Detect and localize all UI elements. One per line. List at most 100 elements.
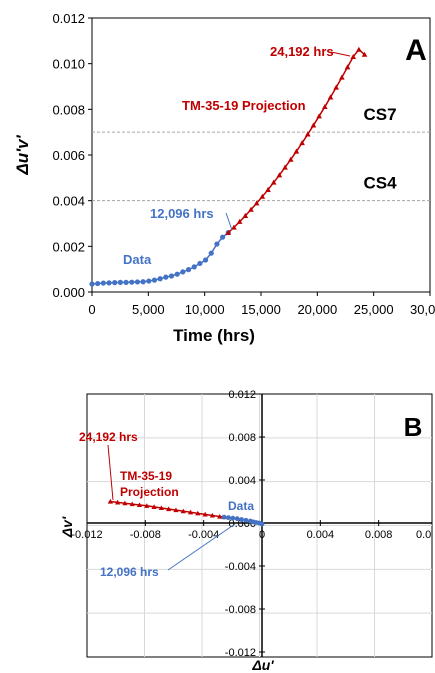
- panel-a-projection-point: [265, 186, 271, 192]
- panel-a-data-point: [146, 278, 152, 284]
- panel-b-series: [107, 498, 265, 527]
- panel-a-start-annotation: 12,096 hrs: [150, 206, 214, 221]
- panel-a-data-point: [140, 279, 146, 285]
- panel-b-start-annotation: 12,096 hrs: [100, 565, 159, 579]
- panel-a-threshold-label: CS4: [363, 174, 397, 193]
- panel-a-data-point: [197, 260, 203, 267]
- panel-a-projection-point: [287, 156, 294, 162]
- panel-a-data-point: [112, 280, 118, 286]
- panel-a-end-leader: [330, 51, 351, 57]
- panel-b-y-tick-label: -0.012: [225, 647, 256, 659]
- panel-b-projection-point: [151, 504, 157, 509]
- panel-a-data-point: [208, 250, 214, 256]
- panel-b-projection-point: [173, 507, 179, 513]
- panel-b-y-tick-label: 0.004: [228, 475, 256, 487]
- panel-a-series: [89, 46, 368, 287]
- panel-a-y-tick-label: 0.000: [52, 285, 85, 300]
- panel-b-y-tick-label: -0.008: [225, 604, 256, 616]
- panel-b-data-point: [230, 515, 236, 521]
- panel-a-projection-point: [304, 131, 311, 137]
- panel-a-data-point: [123, 279, 129, 286]
- panel-a-x-tick-label: 20,000: [297, 302, 337, 317]
- panel-a-projection-point: [248, 206, 254, 212]
- panel-b-projection-point: [187, 509, 194, 515]
- panel-b-y-tick-label: 0.012: [228, 389, 256, 401]
- panel-a-y-tick-label: 0.010: [52, 57, 85, 72]
- panel-a-x-tick-label: 25,000: [354, 302, 394, 317]
- panel-b-data-point: [234, 516, 240, 522]
- panel-b-x-tick-label: 0: [259, 529, 265, 541]
- panel-b-projection-point: [144, 503, 150, 508]
- panel-a-data-point: [168, 273, 175, 279]
- panel-b-data-label: Data: [228, 499, 254, 513]
- panel-a-y-tick-label: 0.002: [52, 239, 85, 254]
- panel-b-projection-point: [115, 499, 121, 505]
- panel-a-projection-point: [350, 54, 357, 60]
- panel-a-projection-point: [310, 122, 317, 128]
- panel-a-projection-point: [231, 224, 237, 230]
- panel-a-projection-point: [225, 229, 232, 235]
- panel-a-x-tick-label: 15,000: [241, 302, 281, 317]
- panel-b-x-tick-label: -0.008: [130, 529, 161, 541]
- panel-a-projection-point: [299, 140, 305, 146]
- panel-a-x-tick-label: 10,000: [185, 302, 225, 317]
- panel-b-grid: [87, 394, 432, 657]
- panel-a-projection-point: [282, 164, 288, 170]
- panel-a-data-point: [89, 281, 95, 287]
- panel-b-projection-point: [107, 498, 113, 504]
- panel-a-data-point: [134, 279, 141, 285]
- panel-b-data-point: [259, 521, 265, 527]
- panel-a-projection-point: [270, 179, 277, 185]
- panel-a-projection-point: [344, 64, 351, 70]
- panel-b-y-axis-label: Δv': [59, 516, 75, 538]
- panel-b-y-tick-label: -0.004: [225, 561, 256, 573]
- panel-b-projection-point: [166, 506, 172, 512]
- panel-a-data-point: [174, 271, 180, 277]
- panel-b-projection-point: [195, 510, 201, 516]
- panel-a-data-point: [202, 257, 209, 263]
- panel-b-projection-label-line-2: Projection: [120, 485, 179, 499]
- panel-a-data-point: [157, 276, 163, 282]
- panel-a-projection-point: [333, 84, 339, 90]
- panel-b-projection-point: [129, 501, 135, 507]
- panel-a-y-tick-label: 0.012: [52, 11, 85, 26]
- panel-a-projection-point: [356, 46, 362, 52]
- panel-a-x-tick-label: 5,000: [132, 302, 165, 317]
- panel-b-projection-point: [136, 502, 143, 508]
- panel-b-projection-point: [122, 500, 128, 506]
- panel-a-data-point: [129, 279, 135, 285]
- panel-b-projection-point: [209, 512, 216, 518]
- panel-a-projection-point: [236, 218, 243, 224]
- panel-b-data-point: [221, 514, 227, 520]
- panel-a-y-tick-label: 0.008: [52, 102, 85, 117]
- panel-a-projection-point: [322, 104, 328, 110]
- panel-a-y-axis-label: Δu'v': [13, 134, 32, 175]
- panel-a-start-leader: [225, 212, 233, 231]
- panel-a-data-point: [191, 264, 197, 270]
- panel-a-threshold-label: CS7: [363, 105, 396, 124]
- panel-a-y-tick-label: 0.006: [52, 148, 85, 163]
- panel-a-data-point: [163, 274, 169, 280]
- panel-b-data-point: [239, 517, 244, 522]
- panel-b-label: B: [404, 412, 423, 442]
- panel-a-end-annotation: 24,192 hrs: [270, 44, 334, 59]
- panel-b-start-leader: [167, 523, 236, 571]
- panel-a-y-tick-label: 0.004: [52, 194, 85, 209]
- panel-b-x-tick-label: -0.004: [188, 529, 219, 541]
- panel-a-data-label: Data: [123, 252, 152, 267]
- panel-a-data-point: [214, 241, 220, 247]
- panel-a-projection-point: [361, 51, 368, 57]
- panel-a-projection-point: [327, 94, 334, 100]
- panel-a-projection-point: [339, 74, 345, 80]
- panel-a-data-point: [106, 280, 112, 286]
- panel-a-plot-area: [91, 17, 431, 293]
- panel-a-projection-label: TM-35-19 Projection: [182, 98, 306, 113]
- panel-a-data-point: [185, 267, 192, 273]
- panel-a-projection-point: [316, 113, 322, 119]
- panel-a-data-point: [100, 280, 106, 286]
- panel-b-data-point: [243, 517, 249, 523]
- panel-a-data-point: [117, 279, 123, 286]
